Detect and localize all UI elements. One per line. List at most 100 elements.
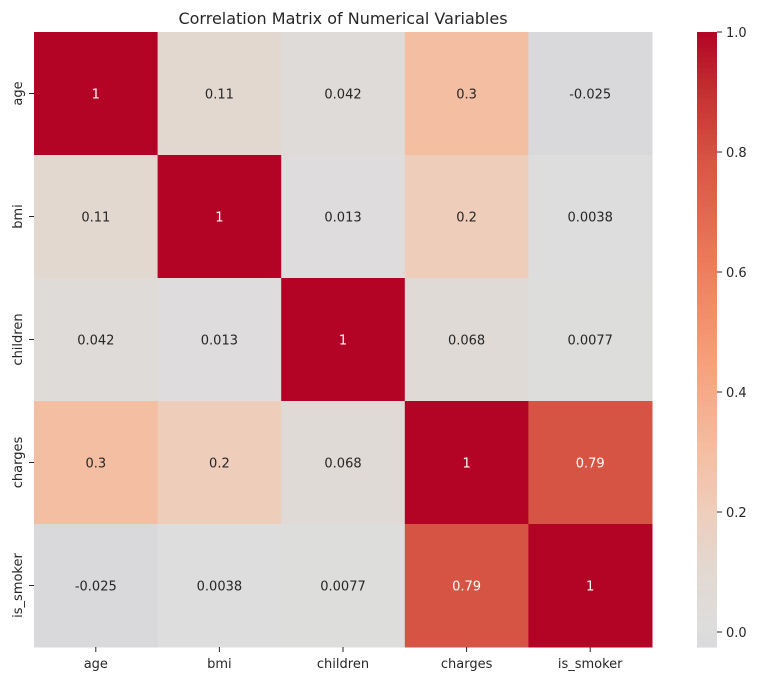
colorbar-segment: [697, 421, 717, 428]
heatmap-cell-is_smoker-charges: [404, 524, 529, 648]
colorbar-segment: [697, 165, 717, 171]
colorbar-segment: [697, 103, 717, 110]
colorbar-segment: [697, 390, 717, 397]
colorbar-segment: [697, 462, 717, 469]
colorbar-segment: [697, 119, 717, 125]
heatmap-cell-age-bmi: [157, 32, 282, 156]
cell-value-label: -0.025: [75, 580, 117, 595]
colorbar-segment: [697, 98, 717, 105]
colorbar-tick-label: 0.2: [726, 506, 747, 521]
colorbar-segment: [697, 554, 717, 561]
colorbar-segment: [697, 401, 717, 407]
colorbar-segment: [697, 231, 717, 238]
cell-value-label: 0.013: [201, 334, 238, 349]
cell-value-label: 0.2: [456, 211, 477, 226]
colorbar-segment: [697, 293, 717, 300]
heatmap-cell-children-children: [281, 278, 406, 402]
colorbar-segment: [697, 493, 717, 499]
heatmap-cell-age-children: [281, 32, 406, 156]
colorbar-segment: [697, 380, 717, 387]
colorbar-segment: [697, 365, 717, 371]
colorbar-segment: [697, 62, 717, 69]
colorbar-segment: [697, 631, 717, 638]
colorbar-segment: [697, 375, 717, 382]
colorbar-segment: [697, 32, 717, 38]
y-tick-label: bmi: [11, 204, 26, 229]
colorbar-segment: [697, 565, 717, 571]
cell-value-label: 0.11: [205, 88, 234, 103]
heatmap-cell-charges-bmi: [157, 401, 282, 525]
cell-value-label: 1: [339, 334, 347, 349]
cell-value-label: 0.79: [452, 580, 481, 595]
colorbar-segment: [697, 395, 717, 402]
colorbar-segment: [697, 221, 717, 228]
y-tick-label: children: [11, 313, 26, 365]
colorbar-segment: [697, 406, 717, 412]
cell-value-label: 1: [92, 88, 100, 103]
colorbar-segment: [697, 616, 717, 622]
colorbar-segment: [697, 621, 717, 628]
heatmap-cell-is_smoker-bmi: [157, 524, 282, 648]
colorbar: 0.0 0.2 0.4 0.6 0.8 1.0: [697, 26, 747, 648]
colorbar-segment: [697, 452, 717, 458]
colorbar-segment: [697, 308, 717, 315]
colorbar-segment: [697, 349, 717, 356]
cell-value-label: -0.025: [569, 88, 611, 103]
colorbar-segment: [697, 283, 717, 289]
colorbar-segment: [697, 590, 717, 597]
cell-value-label: 0.068: [324, 457, 361, 472]
colorbar-segment: [697, 78, 717, 84]
heatmap-cell-age-age: [34, 32, 159, 156]
colorbar-segment: [697, 626, 717, 633]
heatmap-cell-bmi-age: [34, 155, 159, 279]
x-tick-label: is_smoker: [558, 657, 623, 672]
colorbar-segment: [697, 88, 717, 95]
cell-value-label: 0.2: [209, 457, 230, 472]
heatmap-cell-is_smoker-is_smoker: [528, 524, 653, 648]
colorbar-segment: [697, 278, 717, 284]
colorbar-segment: [697, 334, 717, 341]
colorbar-segment: [697, 226, 717, 233]
colorbar-segment: [697, 575, 717, 581]
colorbar-segment: [697, 196, 717, 202]
colorbar-segment: [697, 83, 717, 89]
x-tick-label: bmi: [207, 657, 232, 672]
cell-annotations: 1 0.11 0.042 0.3 -0.025 0.11 1 0.013 0.2 0.0038 0.…: [75, 88, 613, 595]
colorbar-segment: [697, 170, 717, 177]
colorbar-segment: [697, 139, 717, 146]
colorbar-segment: [697, 611, 717, 617]
x-tick-label: children: [317, 657, 369, 672]
chart-title: Correlation Matrix of Numerical Variable…: [178, 9, 507, 28]
colorbar-tick-label: 1.0: [726, 26, 747, 41]
cell-value-label: 0.0038: [197, 580, 243, 595]
colorbar-segment: [697, 488, 717, 494]
colorbar-segment: [697, 155, 717, 161]
colorbar-segment: [697, 237, 717, 243]
heatmap-cell-is_smoker-age: [34, 524, 159, 648]
cell-value-label: 1: [462, 457, 470, 472]
colorbar-segment: [697, 636, 717, 643]
colorbar-segment: [697, 73, 717, 79]
heatmap-cell-children-bmi: [157, 278, 282, 402]
colorbar-segment: [697, 534, 717, 540]
colorbar-segment: [697, 298, 717, 305]
cell-value-label: 0.3: [456, 88, 477, 103]
cell-value-label: 0.0077: [320, 580, 366, 595]
heatmap-cell-children-age: [34, 278, 159, 402]
colorbar-segment: [697, 242, 717, 248]
colorbar-segment: [697, 267, 717, 274]
colorbar-segment: [697, 114, 717, 120]
cell-value-label: 1: [215, 211, 223, 226]
heatmap-cell-is_smoker-children: [281, 524, 406, 648]
colorbar-segment: [697, 498, 717, 505]
colorbar-segment: [697, 472, 717, 479]
y-axis-ticks: age bmi children charges is_smoker: [11, 81, 34, 618]
colorbar-segment: [697, 262, 717, 269]
colorbar-segment: [697, 360, 717, 366]
colorbar-segment: [697, 216, 717, 223]
colorbar-segment: [697, 606, 717, 612]
colorbar-segment: [697, 549, 717, 556]
colorbar-segment: [697, 67, 717, 74]
heatmap-cell-bmi-charges: [404, 155, 529, 279]
colorbar-segment: [697, 426, 717, 433]
